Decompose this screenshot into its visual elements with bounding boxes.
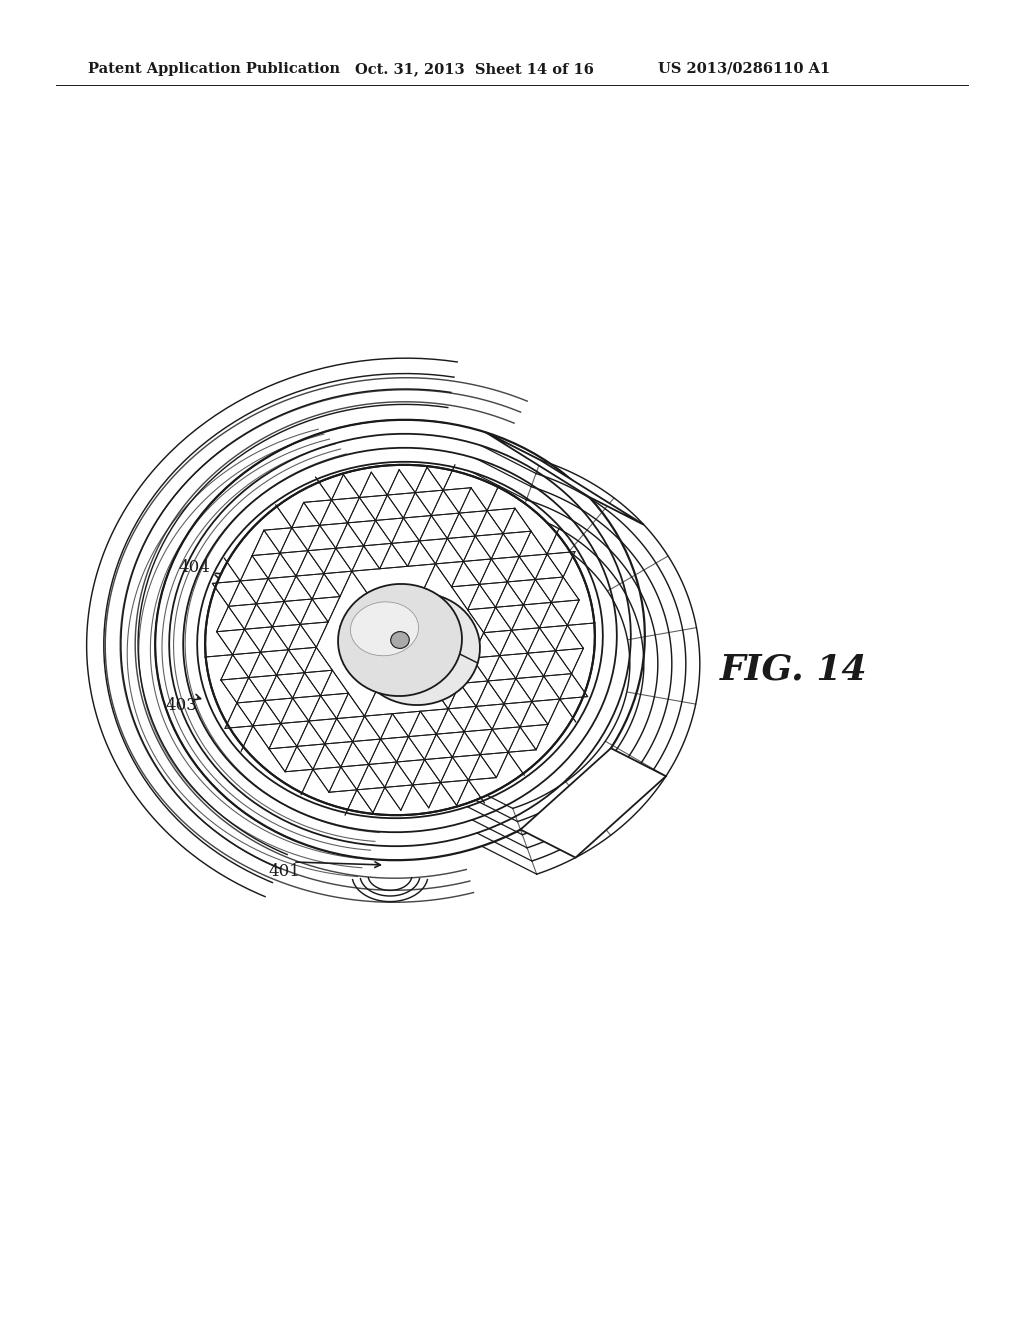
Text: 403: 403 xyxy=(165,697,197,714)
Ellipse shape xyxy=(338,583,462,696)
Ellipse shape xyxy=(210,447,699,888)
Ellipse shape xyxy=(350,602,419,656)
Text: US 2013/0286110 A1: US 2013/0286110 A1 xyxy=(658,62,830,77)
Text: FIG. 14: FIG. 14 xyxy=(720,653,867,686)
Polygon shape xyxy=(520,748,666,858)
Text: Patent Application Publication: Patent Application Publication xyxy=(88,62,340,77)
Text: Oct. 31, 2013  Sheet 14 of 16: Oct. 31, 2013 Sheet 14 of 16 xyxy=(355,62,594,77)
Text: 401: 401 xyxy=(268,863,300,880)
Polygon shape xyxy=(485,433,644,525)
Ellipse shape xyxy=(391,631,410,648)
Ellipse shape xyxy=(156,420,645,861)
Text: 404: 404 xyxy=(178,560,210,577)
Ellipse shape xyxy=(205,465,595,816)
Ellipse shape xyxy=(356,593,480,705)
